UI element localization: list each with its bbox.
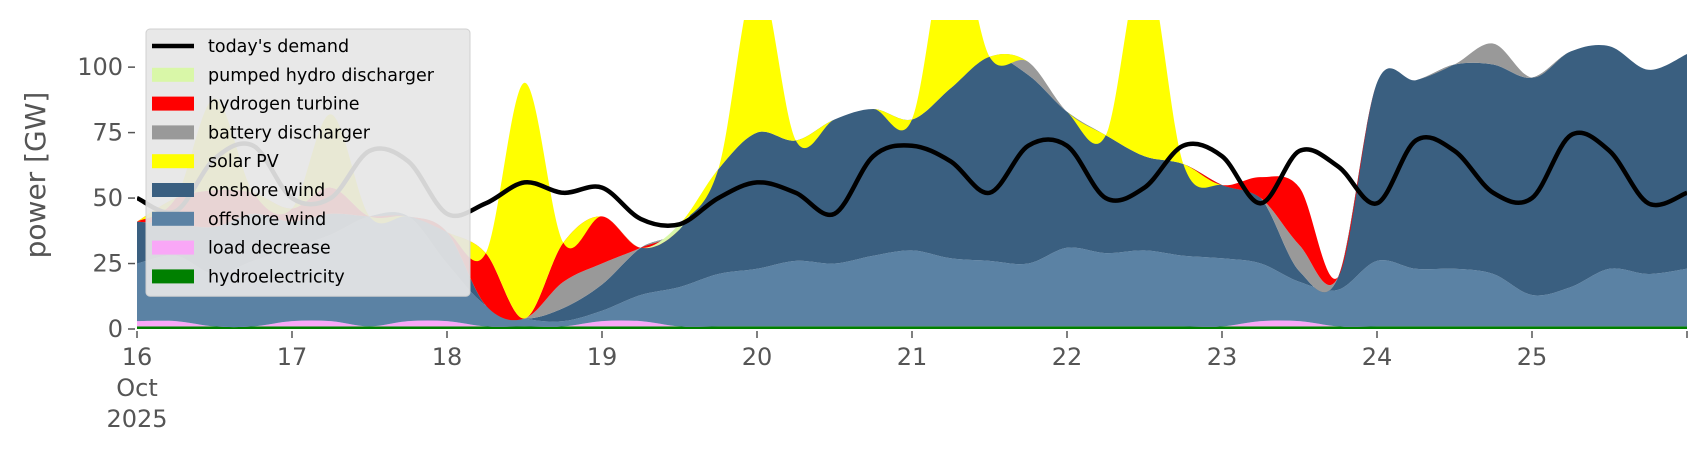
legend-swatch bbox=[152, 240, 194, 255]
legend-label: solar PV bbox=[208, 152, 279, 172]
legend-swatch bbox=[152, 125, 194, 140]
area-load-decrease bbox=[137, 320, 1687, 328]
x-tick-label: 25 bbox=[1517, 343, 1548, 371]
legend-label: battery discharger bbox=[208, 123, 371, 143]
legend-swatch bbox=[152, 211, 194, 226]
y-axis-title: power [GW] bbox=[19, 92, 52, 259]
area-hydroelectricity bbox=[137, 326, 1687, 329]
area-battery-discharger bbox=[137, 43, 1687, 321]
x-tick-label: 24 bbox=[1362, 343, 1393, 371]
y-tick-label: 25 bbox=[92, 250, 123, 278]
x-tick-label: 16 Oct 2025 bbox=[106, 343, 167, 433]
x-tick-label: 19 bbox=[587, 343, 618, 371]
legend-swatch bbox=[152, 183, 194, 197]
legend-swatch bbox=[152, 67, 194, 82]
legend-item-today-s-demand: today's demand bbox=[152, 37, 349, 57]
legend-item-load-decrease: load decrease bbox=[152, 239, 331, 259]
stacked-areas bbox=[137, 20, 1687, 329]
x-tick-label: 18 bbox=[432, 343, 463, 371]
area-offshore-wind bbox=[137, 212, 1687, 328]
x-tick-label: 17 bbox=[277, 343, 308, 371]
legend-item-offshore-wind: offshore wind bbox=[152, 210, 326, 230]
legend-label: hydrogen turbine bbox=[208, 95, 360, 115]
x-axis: 16 Oct 2025 17 18 19 20 21 22 23 24 25 bbox=[106, 331, 1688, 433]
legend-item-hydrogen-turbine: hydrogen turbine bbox=[152, 95, 360, 115]
legend-item-battery-discharger: battery discharger bbox=[152, 123, 371, 143]
legend-label: onshore wind bbox=[208, 181, 325, 201]
legend-label: offshore wind bbox=[208, 210, 326, 230]
x-tick-label: 23 bbox=[1207, 343, 1238, 371]
legend-label: pumped hydro discharger bbox=[208, 66, 435, 86]
legend-label: load decrease bbox=[208, 239, 331, 259]
legend-item-onshore-wind: onshore wind bbox=[152, 181, 325, 201]
x-tick-label: 22 bbox=[1052, 343, 1083, 371]
legend-label: today's demand bbox=[208, 37, 349, 57]
y-tick-label: 50 bbox=[92, 184, 123, 212]
legend-box bbox=[145, 28, 471, 297]
x-tick-label: 20 bbox=[742, 343, 773, 371]
x-tick-label: 21 bbox=[897, 343, 928, 371]
y-tick-label: 100 bbox=[77, 53, 123, 81]
y-tick-label: 0 bbox=[108, 315, 123, 343]
legend-item-solar-pv: solar PV bbox=[152, 152, 279, 172]
legend-item-hydroelectricity: hydroelectricity bbox=[152, 267, 345, 287]
legend-swatch bbox=[152, 269, 194, 284]
area-solar-pv bbox=[137, 20, 1687, 319]
legend-swatch bbox=[152, 96, 194, 111]
area-onshore-wind bbox=[137, 44, 1687, 322]
y-tick-label: 75 bbox=[92, 119, 123, 147]
legend-item-pumped-hydro-discharger: pumped hydro discharger bbox=[152, 66, 435, 86]
y-axis: 0 25 50 75 100 bbox=[77, 53, 135, 343]
legend: today's demand pumped hydro discharger hyd… bbox=[145, 28, 471, 297]
legend-swatch bbox=[152, 154, 194, 169]
legend-label: hydroelectricity bbox=[208, 267, 345, 287]
